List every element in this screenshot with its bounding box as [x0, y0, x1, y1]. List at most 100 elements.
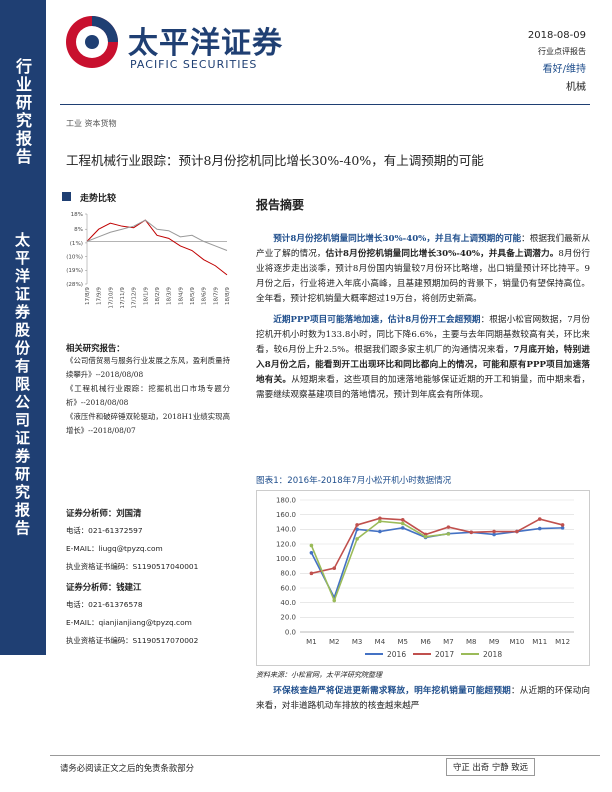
- motto: 守正 出奇 宁静 致远: [446, 758, 535, 776]
- brand-en: PACIFIC SECURITIES: [130, 58, 258, 71]
- point: [332, 566, 337, 570]
- analysts: 证券分析师：刘国清 电话：021-61372597 E-MAIL：liugq@tpy…: [66, 506, 236, 652]
- point: [446, 532, 451, 536]
- x-tick-label: 18/6/9: [202, 287, 208, 305]
- x-tick-label: M1: [306, 638, 317, 646]
- y-tick-label: 18%: [71, 212, 83, 218]
- point: [355, 527, 359, 532]
- y-tick-label: 180.0: [276, 496, 296, 504]
- analyst-phone: 电话：021-61372597: [66, 526, 143, 535]
- text-run: 近期PPP项目可能落地加速，估计8月份开工会超预期: [273, 315, 481, 325]
- y-tick-label: 80.0: [280, 570, 296, 578]
- analyst-phone: 电话：021-61376578: [66, 600, 143, 609]
- rating: 看好/维持: [542, 64, 586, 75]
- paragraph: 预计8月份挖机销量同比增长30%-40%，并且有上调预期的可能：根据我们最新从产…: [256, 232, 590, 307]
- text-run: ：根据我们最新从产业了解的情况，: [256, 234, 590, 259]
- x-tick-label: 17/10/9: [108, 287, 114, 309]
- x-tick-label: 17/11/9: [120, 287, 126, 309]
- point: [355, 537, 359, 541]
- text-run: 8月份行业将逐步走出淡季，预计8月份国内销量较7月份环比略增，出口销量预计环比持…: [256, 249, 590, 304]
- related-item: 《公司借贸易与服务行业发展之东风，盈利质量持续攀升》--2018/08/08: [66, 356, 230, 379]
- bullet: [62, 192, 71, 201]
- analyst-email: E-MAIL：liugq@tpyzq.com: [66, 544, 163, 553]
- date: 2018-08-09: [527, 30, 586, 41]
- sidebar: [0, 0, 46, 655]
- series-line: [86, 219, 228, 276]
- legend-label: 2018: [483, 650, 502, 659]
- sector: 工业 资本货物: [66, 119, 117, 128]
- legend-label: 2017: [435, 650, 454, 659]
- related-item: 《工程机械行业跟踪：挖掘机出口市场专题分析》--2018/08/08: [66, 384, 230, 407]
- figure-frame: [256, 490, 590, 666]
- x-tick-label: M11: [532, 638, 547, 646]
- x-tick-label: M12: [555, 638, 570, 646]
- summary: 预计8月份挖机销量同比增长30%-40%，并且有上调预期的可能：根据我们最新从产…: [256, 232, 590, 409]
- y-tick-label: (28%): [66, 282, 83, 288]
- y-tick-label: 0.0: [285, 628, 296, 636]
- x-tick-label: 17/9/9: [97, 287, 103, 305]
- related: 相关研究报告： 《公司借贸易与服务行业发展之东风，盈利质量持续攀升》--2018…: [66, 342, 230, 438]
- y-tick-label: 8%: [74, 227, 83, 233]
- point: [309, 543, 314, 548]
- disclaimer: 请务必阅读正文之后的免责条款部分: [60, 763, 194, 773]
- related-heading: 相关研究报告：: [66, 343, 125, 353]
- point: [560, 523, 565, 527]
- figure-caption: 图表1：2016年-2018年7月小松开机小时数据情况: [256, 476, 452, 486]
- x-tick-label: M6: [420, 638, 431, 646]
- y-tick-label: 160.0: [276, 511, 296, 519]
- point: [355, 523, 359, 527]
- point: [309, 571, 314, 576]
- x-tick-label: 17/12/9: [132, 287, 138, 309]
- analyst-license: 执业资格证书编码：S1190517070002: [66, 636, 199, 645]
- y-tick-label: 40.0: [280, 599, 296, 607]
- footer-rule: [50, 755, 600, 756]
- point: [537, 526, 542, 531]
- x-tick-label: M8: [466, 638, 477, 646]
- logo-icon: [66, 16, 118, 68]
- closing: 环保核查趋严将促进更新需求释放，明年挖机销量可能超预期：从近期的环保动向来看，对…: [256, 684, 590, 714]
- point: [469, 530, 474, 535]
- point: [560, 526, 565, 530]
- summary-heading: 报告摘要: [256, 198, 305, 212]
- point: [492, 532, 496, 537]
- x-tick-label: 18/2/9: [155, 287, 161, 305]
- x-tick-label: 18/3/9: [167, 287, 173, 305]
- x-tick-label: M9: [489, 638, 500, 646]
- text-run: 估计8月份挖机销量同比增长30%-40%，并具备上调潜力。: [325, 249, 559, 259]
- text-run: ：根据小松官网数据，7月份挖机开机小时数为133.8小时，同比下降6.6%，主要…: [256, 315, 591, 355]
- text-run: 预计8月份挖机销量同比增长30%-40%，并且有上调预期的可能: [273, 234, 522, 244]
- y-tick-label: 100.0: [276, 555, 296, 563]
- x-tick-label: M7: [443, 638, 454, 646]
- x-tick-label: 18/8/9: [225, 287, 231, 305]
- title: 工程机械行业跟踪：预计8月份挖机同比增长30%-40%，有上调预期的可能: [66, 153, 484, 168]
- industry: 机械: [566, 82, 586, 93]
- analyst-email: E-MAIL：qianjianjiang@tpyzq.com: [66, 618, 192, 627]
- y-tick-label: 140.0: [276, 526, 296, 534]
- x-tick-label: M2: [329, 638, 340, 646]
- x-tick-label: 18/1/9: [143, 287, 149, 305]
- series-line: [311, 517, 563, 575]
- brand: 太平洋证券: [128, 26, 283, 61]
- x-tick-label: M3: [352, 638, 363, 646]
- paragraph: 近期PPP项目可能落地加速，估计8月份开工会超预期：根据小松官网数据，7月份挖机…: [256, 313, 590, 403]
- y-tick-label: (19%): [66, 268, 83, 274]
- point: [423, 534, 428, 539]
- point: [332, 598, 337, 603]
- point: [537, 517, 542, 521]
- point: [400, 521, 405, 526]
- point: [378, 519, 382, 524]
- sidebar-top: 行业研究报告: [13, 58, 32, 166]
- analyst-name: 证券分析师：刘国清: [66, 508, 142, 518]
- hours-chart: 0.0 20.0 40.0 60.0 80.0 100.0 120.0 140.0 160.0 1…: [256, 490, 590, 666]
- point: [400, 518, 405, 522]
- point: [446, 525, 451, 529]
- x-tick-label: 18/4/9: [178, 287, 184, 305]
- y-tick-label: 20.0: [280, 614, 296, 622]
- y-tick-label: 60.0: [280, 584, 296, 592]
- y-tick-label: 120.0: [276, 540, 296, 548]
- related-item: 《液压件和破碎锤双轮驱动，2018H1业绩实现高增长》--2018/08/07: [66, 412, 230, 435]
- point: [378, 529, 382, 534]
- x-tick-label: 18/7/9: [213, 287, 219, 305]
- x-tick-label: M4: [375, 638, 386, 646]
